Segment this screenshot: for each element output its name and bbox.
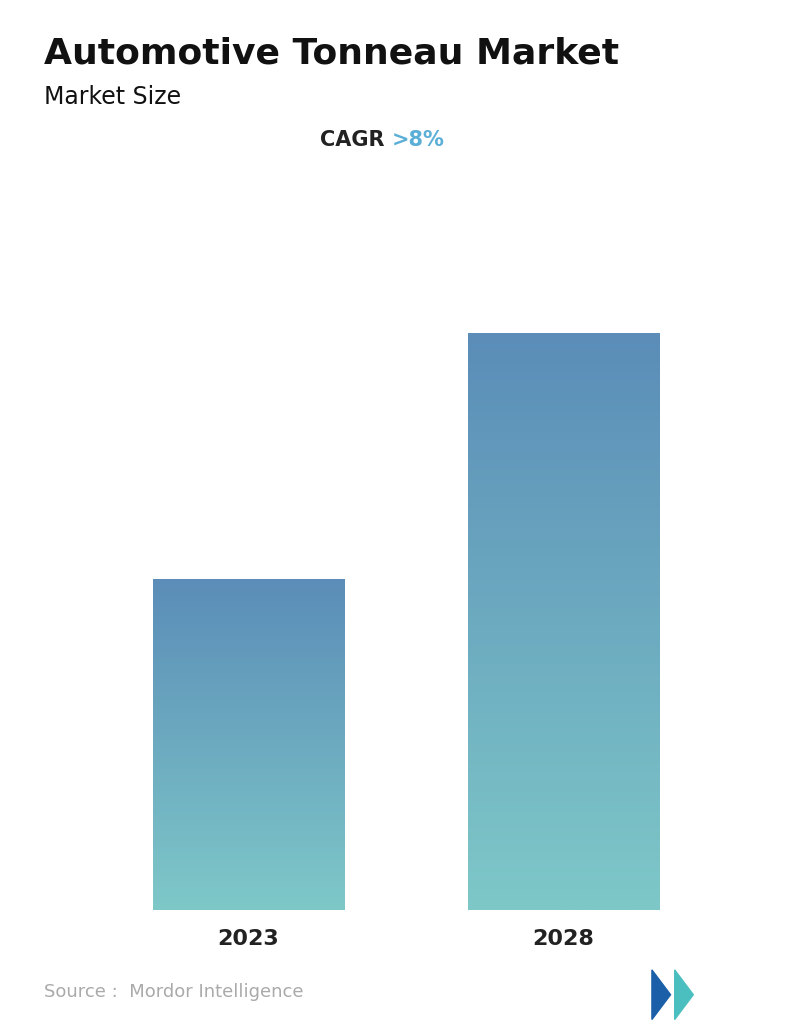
Text: Source :  Mordor Intelligence: Source : Mordor Intelligence [44,983,303,1001]
Text: Automotive Tonneau Market: Automotive Tonneau Market [44,36,619,70]
Text: CAGR: CAGR [320,129,392,150]
Text: >8%: >8% [392,129,444,150]
Text: Market Size: Market Size [44,85,181,109]
